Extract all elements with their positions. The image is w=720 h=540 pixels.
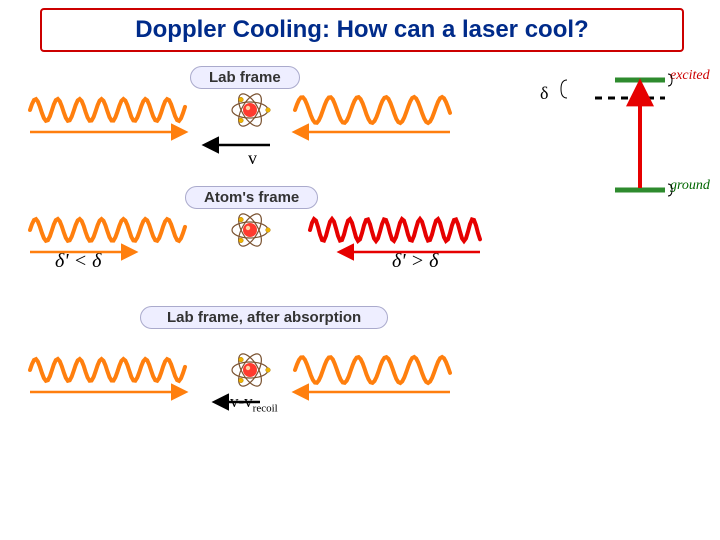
wave-atom-right-red (310, 219, 480, 241)
wave-lab-right (295, 97, 450, 123)
ground-bracket (668, 184, 672, 196)
wave-after-right (295, 357, 450, 383)
excited-bracket (668, 74, 672, 86)
wave-after-left (30, 359, 185, 381)
diagram-canvas (0, 0, 720, 540)
atom-after (232, 350, 270, 389)
atom-lab (232, 90, 270, 129)
wave-lab-left (30, 99, 185, 121)
atom-atomframe (232, 210, 270, 249)
wave-atom-left (30, 219, 185, 241)
delta-bracket (561, 80, 567, 98)
